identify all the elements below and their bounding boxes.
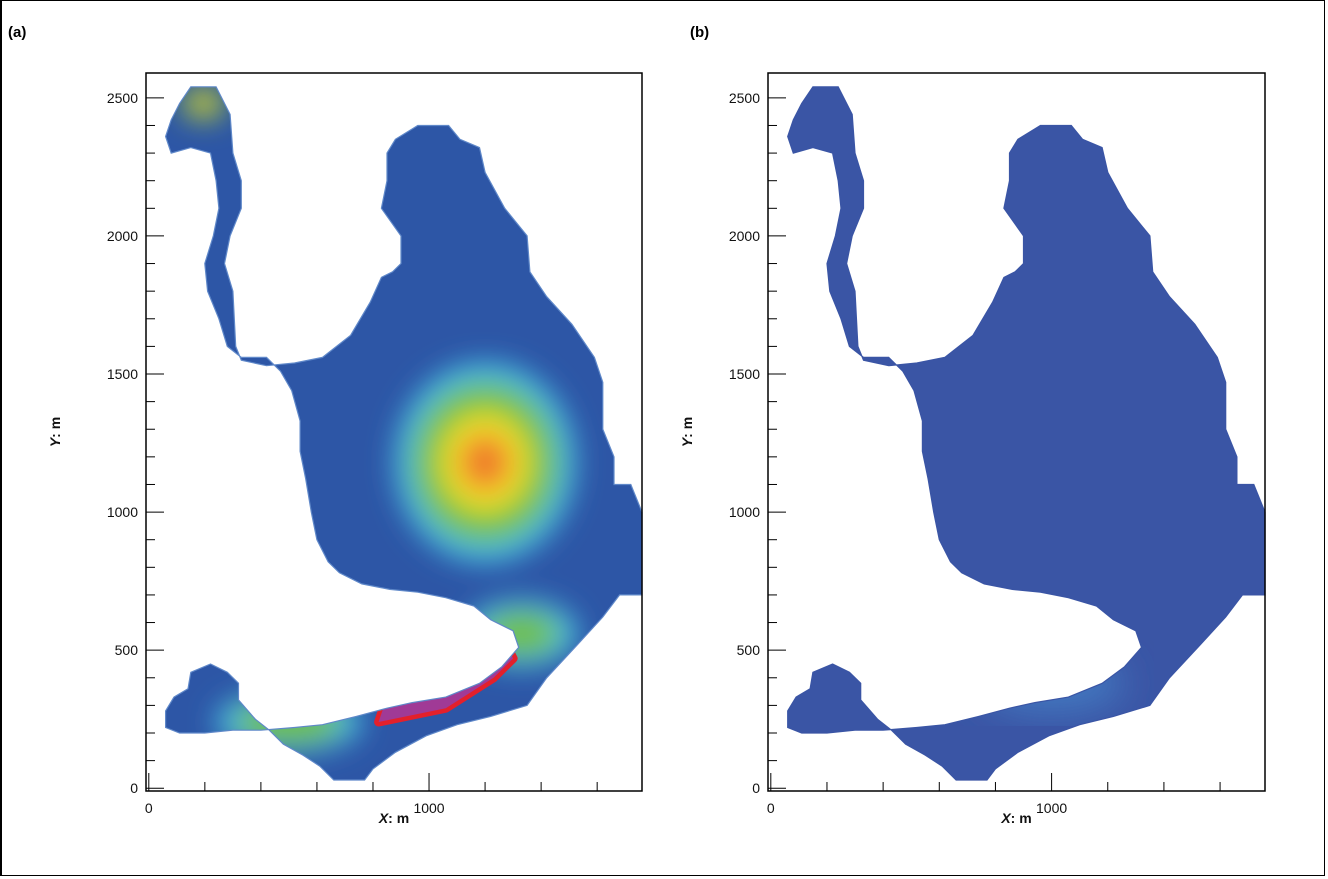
panel-a-label: (a) (8, 24, 26, 41)
panel-b-plot-frame (767, 72, 1266, 792)
panel-b-x-axis-unit: : m (1011, 810, 1032, 826)
y-tick-label: 2500 (729, 90, 760, 106)
panel-b-domain (787, 86, 1265, 781)
hotspot-0-orange (458, 432, 512, 493)
panel-a-x-axis-unit: : m (388, 810, 409, 826)
y-tick-label: 1500 (729, 366, 760, 382)
panel-a-x-axis-title: X: m (378, 810, 409, 826)
y-tick-label: 500 (737, 642, 761, 658)
panel-a-ticks: 0 500 1000 1500 2000 2500 0 1000 (107, 90, 598, 816)
panel-a-y-axis-unit: : m (47, 417, 63, 438)
x-tick-label: 1000 (413, 800, 444, 816)
domain-outline (164, 86, 643, 781)
hotspot-2-green (234, 699, 344, 745)
y-tick-label: 2500 (107, 90, 138, 106)
x-tick-label: 1000 (1036, 800, 1067, 816)
panel-a-domain (165, 86, 642, 781)
panel-b-y-axis-title: Y: m (679, 417, 695, 447)
panel-b-ticks: 0 500 1000 1500 2000 2500 0 1000 (729, 90, 1221, 816)
hotspot-3-green (482, 610, 561, 657)
panel-a-y-axis-var: Y (47, 436, 63, 447)
y-tick-label: 1500 (107, 366, 138, 382)
y-tick-label: 1000 (107, 504, 138, 520)
domain-outline (787, 86, 1266, 781)
panel-a-plot-frame (145, 72, 643, 792)
panel-b-y-axis-var: Y (679, 436, 695, 447)
panel-b-label: (b) (690, 24, 709, 41)
y-tick-label: 2000 (729, 228, 760, 244)
panel-b-x-axis-title: X: m (1000, 810, 1031, 826)
panel-b-y-axis-unit: : m (679, 417, 695, 438)
x-tick-label: 0 (767, 800, 775, 816)
x-tick-label: 0 (145, 800, 153, 816)
panel-a-y-axis-title: Y: m (47, 417, 63, 447)
y-tick-label: 0 (130, 780, 138, 796)
panel-b-x-axis-var: X (1000, 810, 1012, 826)
y-tick-label: 2000 (107, 228, 138, 244)
panel-b-field (787, 86, 1266, 781)
y-tick-label: 1000 (729, 504, 760, 520)
domain-base (787, 86, 1265, 781)
y-tick-label: 500 (115, 642, 139, 658)
panel-a-field (164, 86, 643, 781)
hotspot-1-orange (196, 98, 211, 109)
panel-a-contours (181, 86, 578, 753)
panel-a-x-axis-var: X (378, 810, 390, 826)
y-tick-label: 0 (752, 780, 760, 796)
